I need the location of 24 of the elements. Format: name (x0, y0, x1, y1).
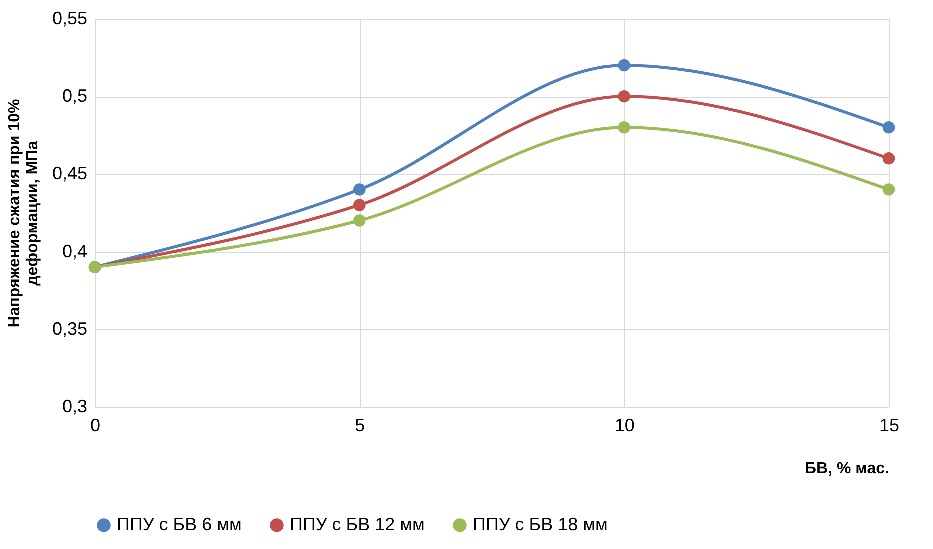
legend-label: ППУ с БВ 12 мм (290, 514, 425, 534)
x-tick-label: 15 (879, 416, 900, 436)
point (882, 184, 896, 196)
point (618, 59, 630, 72)
legend-label: ППУ с БВ 6 мм (117, 514, 242, 534)
legend-label: ППУ с БВ 18 мм (473, 514, 608, 534)
x-tick-label: 0 (90, 416, 101, 436)
y-tick-label: 0,4 (62, 241, 88, 262)
point (354, 214, 366, 227)
point (882, 152, 896, 165)
point (354, 184, 366, 196)
x-tick-label: 10 (614, 416, 635, 436)
y-tick-label: 0,5 (62, 86, 88, 106)
y-tick-label: 0,45 (52, 164, 88, 184)
point (618, 90, 630, 103)
point (618, 122, 630, 134)
y-axis-title: Напряжение сжатия при 10% деформации, МПа (6, 99, 42, 328)
y-tick-label: 0,55 (52, 8, 88, 28)
x-axis-title: БВ, % мас. (805, 460, 890, 478)
x-tick-label: 5 (355, 416, 366, 436)
y-tick-label: 0,35 (52, 318, 88, 339)
point (354, 199, 366, 212)
y-tick-label: 0,3 (62, 396, 88, 416)
point (882, 122, 896, 134)
